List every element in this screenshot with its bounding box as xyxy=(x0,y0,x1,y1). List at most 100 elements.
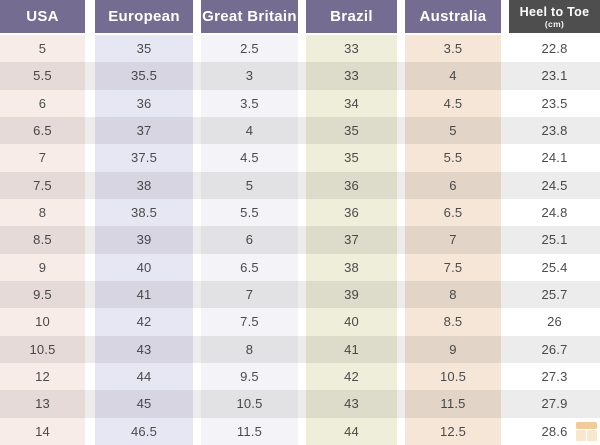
column-header-sublabel: (cm) xyxy=(544,18,565,29)
column-header-heel-to-toe: Heel to Toe (cm) xyxy=(509,0,600,33)
table-cell: 5 xyxy=(405,116,501,145)
table-cell: 4.5 xyxy=(405,89,501,117)
table-cell: 43 xyxy=(95,335,193,363)
table-cell: 34 xyxy=(306,89,397,117)
table-cell: 45 xyxy=(95,390,193,418)
table-cell: 36 xyxy=(306,171,397,199)
table-cell: 25.1 xyxy=(509,226,600,254)
table-cell: 43 xyxy=(306,390,397,418)
table-cell: 4.5 xyxy=(201,144,298,172)
table-cell: 6 xyxy=(405,171,501,199)
table-cell: 46.5 xyxy=(95,417,193,445)
table-cell: 11.5 xyxy=(405,390,501,418)
table-cell: 5 xyxy=(201,171,298,199)
table-cell: 14 xyxy=(0,417,85,445)
table-row: 6.5 37 4 35 5 23.8 xyxy=(0,116,600,145)
column-header-great-britain: Great Britain xyxy=(201,0,298,33)
table-cell: 35.5 xyxy=(95,62,193,90)
table-row: 14 46.5 11.5 44 12.5 28.6 xyxy=(0,417,600,445)
column-header-usa: USA xyxy=(0,0,85,33)
table-cell: 27.9 xyxy=(509,390,600,418)
table-cell: 23.5 xyxy=(509,89,600,117)
watermark-block xyxy=(576,430,586,441)
table-cell: 36 xyxy=(306,198,397,227)
table-row: 7.5 38 5 36 6 24.5 xyxy=(0,171,600,200)
table-cell: 24.1 xyxy=(509,144,600,172)
table-cell: 5 xyxy=(0,35,85,63)
table-row: 10 42 7.5 40 8.5 26 xyxy=(0,308,600,336)
table-row: 9 40 6.5 38 7.5 25.4 xyxy=(0,253,600,281)
table-cell: 3.5 xyxy=(201,89,298,117)
table-cell: 24.8 xyxy=(509,198,600,227)
table-cell: 10.5 xyxy=(201,390,298,418)
table-cell: 33 xyxy=(306,62,397,90)
table-cell: 7 xyxy=(405,226,501,254)
table-cell: 6 xyxy=(0,89,85,117)
table-cell: 44 xyxy=(95,362,193,391)
table-cell: 35 xyxy=(95,35,193,63)
table-cell: 6.5 xyxy=(201,253,298,281)
column-header-label: USA xyxy=(26,7,59,25)
table-row: 9.5 41 7 39 8 25.7 xyxy=(0,280,600,309)
table-cell: 8 xyxy=(201,335,298,363)
table-cell: 9.5 xyxy=(201,362,298,391)
table-cell: 10.5 xyxy=(0,335,85,363)
table-cell: 24.5 xyxy=(509,171,600,199)
table-cell: 12.5 xyxy=(405,417,501,445)
table-cell: 5.5 xyxy=(201,198,298,227)
table-cell: 42 xyxy=(95,308,193,336)
column-header-label: Great Britain xyxy=(202,7,297,25)
table-cell: 7.5 xyxy=(201,308,298,336)
table-cell: 9.5 xyxy=(0,280,85,309)
table-cell: 40 xyxy=(95,253,193,281)
table-cell: 10.5 xyxy=(405,362,501,391)
column-header-brazil: Brazil xyxy=(306,0,397,33)
table-body: 5 35 2.5 33 3.5 22.8 5.5 35.5 3 33 4 23.1 6 36 3.5 34 4.… xyxy=(0,35,600,445)
table-row: 5 35 2.5 33 3.5 22.8 xyxy=(0,35,600,63)
table-cell: 38 xyxy=(306,253,397,281)
table-row: 7 37.5 4.5 35 5.5 24.1 xyxy=(0,144,600,172)
table-cell: 37 xyxy=(306,226,397,254)
table-cell: 25.7 xyxy=(509,280,600,309)
table-cell: 2.5 xyxy=(201,35,298,63)
table-cell: 10 xyxy=(0,308,85,336)
table-cell: 9 xyxy=(405,335,501,363)
table-cell: 23.1 xyxy=(509,62,600,90)
table-cell: 41 xyxy=(95,280,193,309)
table-cell: 37.5 xyxy=(95,144,193,172)
table-cell: 36 xyxy=(95,89,193,117)
table-cell: 3 xyxy=(201,62,298,90)
table-cell: 8.5 xyxy=(405,308,501,336)
table-cell: 27.3 xyxy=(509,362,600,391)
table-cell: 8 xyxy=(0,198,85,227)
table-cell: 39 xyxy=(95,226,193,254)
table-row: 8.5 39 6 37 7 25.1 xyxy=(0,226,600,254)
table-cell: 13 xyxy=(0,390,85,418)
watermark-block xyxy=(587,430,597,441)
table-cell: 41 xyxy=(306,335,397,363)
watermark-bottom xyxy=(576,430,597,441)
table-cell: 8.5 xyxy=(0,226,85,254)
table-cell: 12 xyxy=(0,362,85,391)
table-cell: 7 xyxy=(201,280,298,309)
table-row: 12 44 9.5 42 10.5 27.3 xyxy=(0,362,600,391)
table-cell: 4 xyxy=(201,116,298,145)
table-cell: 38 xyxy=(95,171,193,199)
table-cell: 22.8 xyxy=(509,35,600,63)
table-row: 8 38.5 5.5 36 6.5 24.8 xyxy=(0,198,600,227)
table-cell: 26.7 xyxy=(509,335,600,363)
table-cell: 5.5 xyxy=(405,144,501,172)
table-row: 6 36 3.5 34 4.5 23.5 xyxy=(0,89,600,117)
table-cell: 4 xyxy=(405,62,501,90)
column-header-label: Heel to Toe xyxy=(519,4,590,19)
column-header-australia: Australia xyxy=(405,0,501,33)
table-cell: 11.5 xyxy=(201,417,298,445)
table-cell: 8 xyxy=(405,280,501,309)
table-cell: 6.5 xyxy=(0,116,85,145)
table-cell: 26 xyxy=(509,308,600,336)
table-row: 5.5 35.5 3 33 4 23.1 xyxy=(0,62,600,90)
table-cell: 37 xyxy=(95,116,193,145)
table-cell: 44 xyxy=(306,417,397,445)
table-cell: 6.5 xyxy=(405,198,501,227)
